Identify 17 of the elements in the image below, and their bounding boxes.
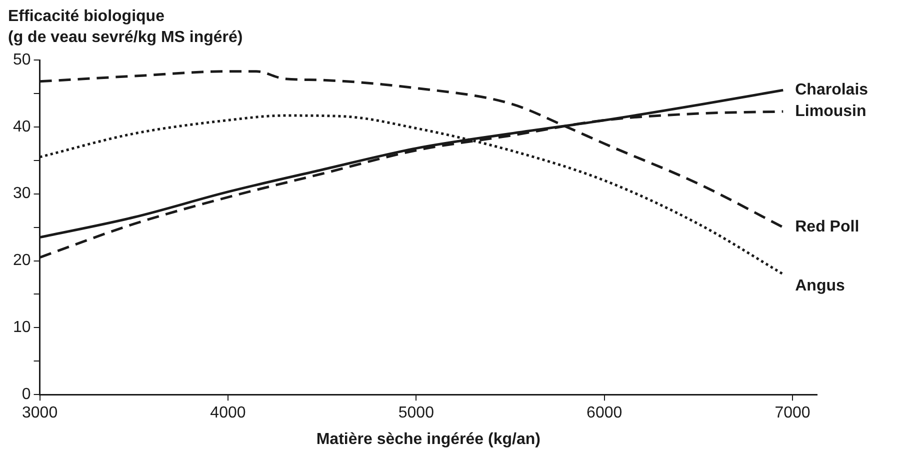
x-tick-label: 3000 <box>22 404 58 422</box>
x-tick-label: 4000 <box>210 404 246 422</box>
x-tick-label: 7000 <box>774 404 810 422</box>
y-axis-title: Efficacité biologique (g de veau sevré/kg MS ingéré) <box>8 7 243 48</box>
y-tick-label: 30 <box>13 185 31 202</box>
y-tick-label: 20 <box>13 252 31 270</box>
y-tick-label: 40 <box>13 118 31 136</box>
y-tick-label: 0 <box>22 386 31 404</box>
x-tick-label: 5000 <box>398 404 434 422</box>
y-tick-label: 50 <box>13 51 31 68</box>
x-axis-title: Matière sèche ingérée (kg/an) <box>316 430 540 448</box>
series-label: Angus <box>795 278 845 295</box>
series-label: Red Poll <box>795 218 860 236</box>
series-label: Limousin <box>795 102 866 120</box>
y-tick-label: 10 <box>13 319 31 336</box>
series-label: Charolais <box>795 82 868 99</box>
x-tick-label: 6000 <box>586 404 622 422</box>
